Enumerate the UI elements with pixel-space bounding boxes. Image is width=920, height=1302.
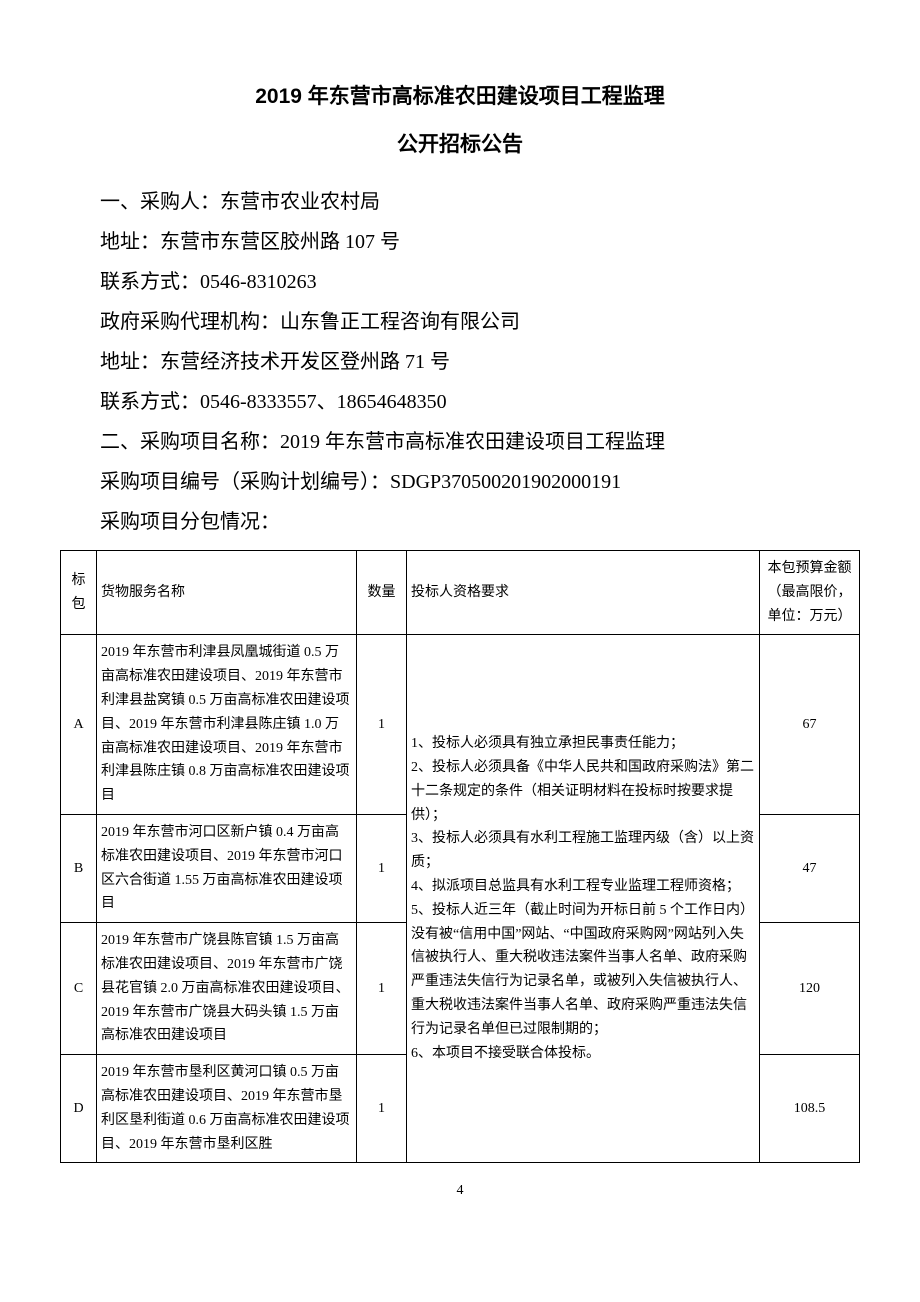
header-goods-name: 货物服务名称 — [97, 551, 357, 635]
table-header-row: 标包 货物服务名称 数量 投标人资格要求 本包预算金额（最高限价，单位：万元） — [61, 551, 860, 635]
purchaser-line: 一、采购人：东营市农业农村局 — [60, 182, 860, 222]
cell-package: D — [61, 1055, 97, 1163]
project-name-line: 二、采购项目名称：2019 年东营市高标准农田建设项目工程监理 — [60, 422, 860, 462]
page-number: 4 — [60, 1183, 860, 1199]
header-package: 标包 — [61, 551, 97, 635]
cell-budget: 47 — [760, 814, 860, 922]
package-intro-line: 采购项目分包情况： — [60, 502, 860, 542]
cell-goods-name: 2019 年东营市广饶县陈官镇 1.5 万亩高标准农田建设项目、2019 年东营… — [97, 923, 357, 1055]
cell-quantity: 1 — [357, 1055, 407, 1163]
purchaser-address-line: 地址：东营市东营区胶州路 107 号 — [60, 222, 860, 262]
cell-quantity: 1 — [357, 635, 407, 815]
cell-goods-name: 2019 年东营市利津县凤凰城街道 0.5 万亩高标准农田建设项目、2019 年… — [97, 635, 357, 815]
purchaser-contact-line: 联系方式：0546-8310263 — [60, 262, 860, 302]
agency-address-line: 地址：东营经济技术开发区登州路 71 号 — [60, 342, 860, 382]
cell-budget: 67 — [760, 635, 860, 815]
cell-budget: 108.5 — [760, 1055, 860, 1163]
cell-requirements: 1、投标人必须具有独立承担民事责任能力； 2、投标人必须具备《中华人民共和国政府… — [407, 635, 760, 1163]
cell-package: C — [61, 923, 97, 1055]
package-table: 标包 货物服务名称 数量 投标人资格要求 本包预算金额（最高限价，单位：万元） … — [60, 550, 860, 1163]
table-row: A 2019 年东营市利津县凤凰城街道 0.5 万亩高标准农田建设项目、2019… — [61, 635, 860, 815]
table-body: A 2019 年东营市利津县凤凰城街道 0.5 万亩高标准农田建设项目、2019… — [61, 635, 860, 1163]
header-requirements: 投标人资格要求 — [407, 551, 760, 635]
document-title-line1: 2019 年东营市高标准农田建设项目工程监理 — [60, 80, 860, 110]
cell-goods-name: 2019 年东营市垦利区黄河口镇 0.5 万亩高标准农田建设项目、2019 年东… — [97, 1055, 357, 1163]
header-quantity: 数量 — [357, 551, 407, 635]
cell-budget: 120 — [760, 923, 860, 1055]
document-title-line2: 公开招标公告 — [60, 128, 860, 158]
cell-goods-name: 2019 年东营市河口区新户镇 0.4 万亩高标准农田建设项目、2019 年东营… — [97, 814, 357, 922]
header-budget: 本包预算金额（最高限价，单位：万元） — [760, 551, 860, 635]
agency-line: 政府采购代理机构：山东鲁正工程咨询有限公司 — [60, 302, 860, 342]
cell-quantity: 1 — [357, 814, 407, 922]
project-number-line: 采购项目编号（采购计划编号）：SDGP370500201902000191 — [60, 462, 860, 502]
purchaser-info-block: 一、采购人：东营市农业农村局 地址：东营市东营区胶州路 107 号 联系方式：0… — [60, 182, 860, 542]
agency-contact-line: 联系方式：0546-8333557、18654648350 — [60, 382, 860, 422]
cell-package: B — [61, 814, 97, 922]
cell-quantity: 1 — [357, 923, 407, 1055]
cell-package: A — [61, 635, 97, 815]
